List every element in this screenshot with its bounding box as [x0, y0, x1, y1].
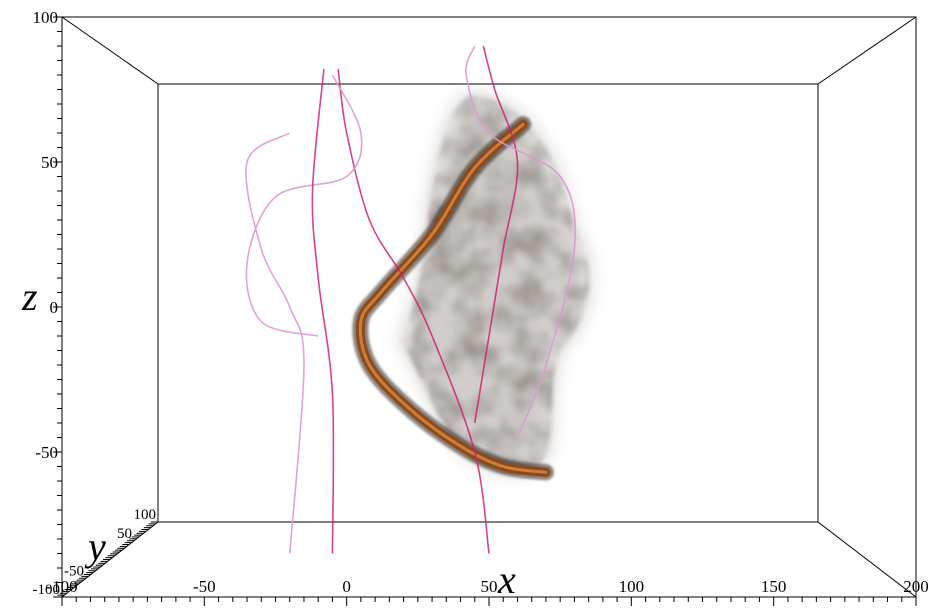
box-edge [817, 16, 917, 85]
x-axis-label: x [497, 557, 516, 602]
box-edge [61, 16, 159, 85]
x-tick-label: -50 [193, 577, 216, 596]
x-tick-label: -100 [46, 577, 77, 596]
y-tick-label: -50 [64, 563, 84, 579]
back-frame [157, 83, 819, 523]
y-tick-label: 50 [117, 526, 132, 542]
z-axis-label: z [21, 274, 38, 319]
z-tick-label: 50 [41, 153, 58, 172]
filament-core [358, 122, 548, 474]
z-tick-label: 100 [33, 8, 59, 27]
x-tick-label: 200 [903, 577, 929, 596]
x-tick-label: 150 [761, 577, 787, 596]
streamline [311, 69, 335, 554]
x-tick-label: 50 [481, 577, 498, 596]
z-tick-label: -50 [35, 443, 58, 462]
z-tick-label: 0 [50, 298, 59, 317]
y-axis-label: y [84, 524, 106, 569]
y-tick-label: -100 [33, 582, 61, 598]
streamline [245, 132, 305, 554]
streamline [473, 45, 519, 424]
x-tick-label: 0 [342, 577, 351, 596]
streamline [465, 45, 577, 438]
streamline [245, 74, 363, 337]
box-edge [817, 521, 917, 598]
x-tick-label: 100 [619, 577, 645, 596]
streamline [337, 69, 490, 554]
y-tick-label: 100 [134, 507, 157, 523]
